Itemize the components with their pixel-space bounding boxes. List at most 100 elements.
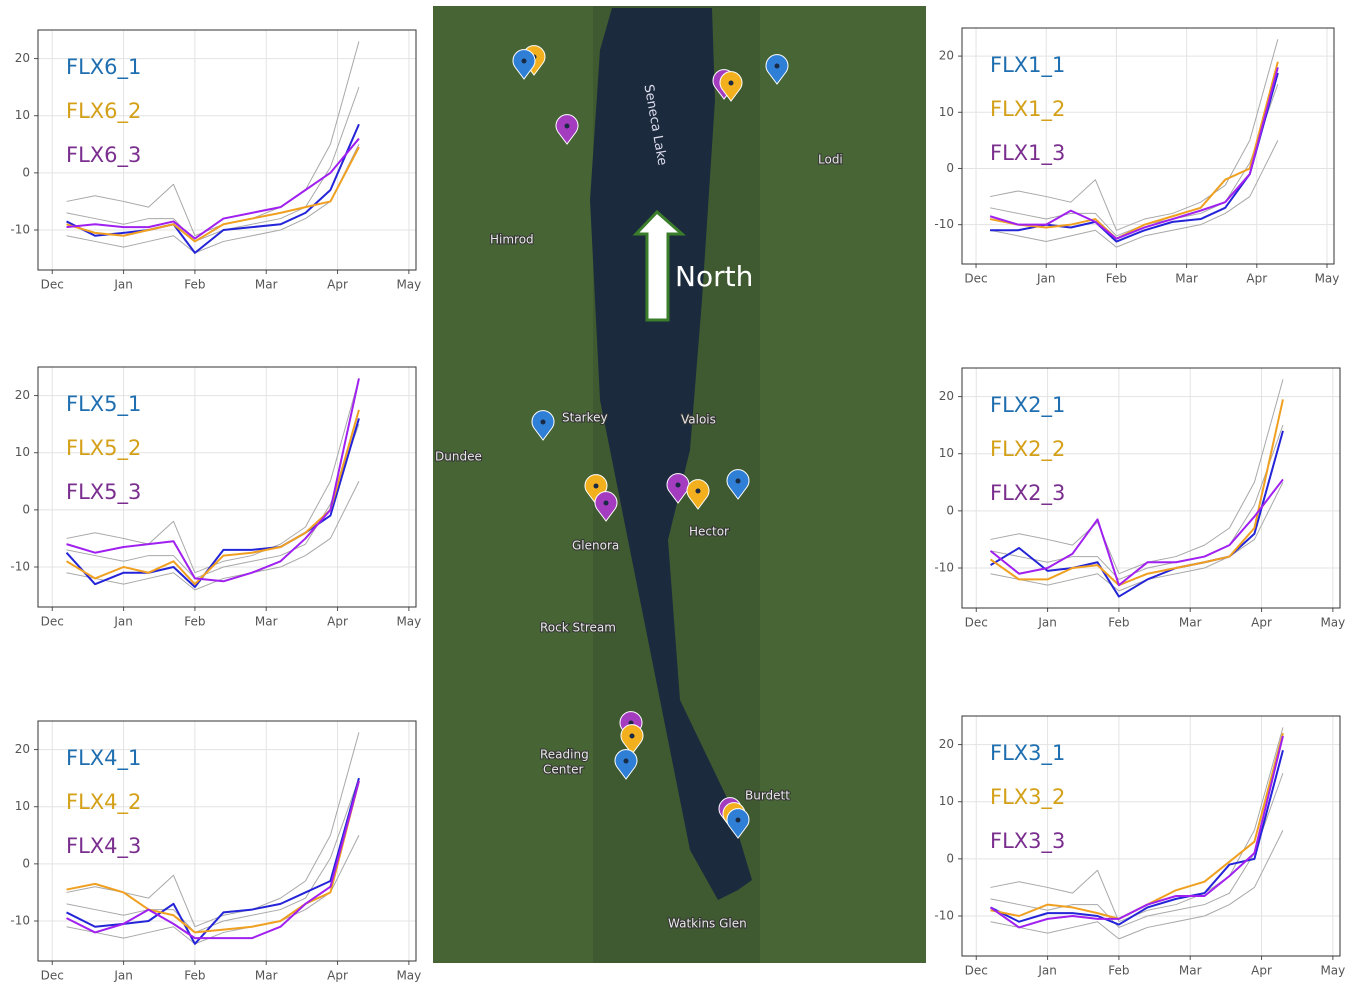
map-pin-dot — [736, 479, 741, 484]
x-tick-label: Apr — [1246, 272, 1267, 286]
map-pin-dot — [736, 818, 741, 823]
legend-entry: FLX5_3 — [66, 480, 141, 505]
x-tick-label: Dec — [41, 969, 64, 983]
x-tick-label: Mar — [255, 615, 278, 629]
map-pin-dot — [630, 734, 635, 739]
place-label: Center — [543, 763, 583, 777]
y-tick-label: -10 — [934, 909, 954, 923]
legend-entry: FLX6_2 — [66, 99, 141, 124]
legend-entry: FLX5_2 — [66, 436, 141, 461]
y-tick-label: 10 — [939, 794, 954, 808]
x-tick-label: Mar — [255, 969, 278, 983]
legend-entry: FLX3_1 — [990, 741, 1065, 766]
y-tick-label: 0 — [946, 851, 954, 865]
legend-entry: FLX6_1 — [66, 55, 141, 80]
place-label: Watkins Glen — [668, 917, 747, 931]
x-tick-label: Apr — [327, 615, 348, 629]
x-tick-label: Jan — [1037, 616, 1057, 630]
x-tick-label: Jan — [113, 615, 133, 629]
y-tick-label: -10 — [10, 914, 30, 928]
figure: North Seneca Lake Lodi Himrod Starkey Va… — [0, 0, 1349, 985]
x-tick-label: Jan — [113, 969, 133, 983]
place-label: Rock Stream — [540, 621, 616, 635]
legend-entry: FLX2_1 — [990, 393, 1065, 418]
place-label: Lodi — [818, 153, 843, 167]
x-tick-label: May — [396, 969, 421, 983]
x-tick-label: Feb — [1106, 272, 1127, 286]
legend-entry: FLX1_3 — [990, 141, 1065, 166]
map-land-patch — [433, 6, 593, 963]
place-label: Dundee — [435, 450, 482, 464]
map-pin-dot — [729, 81, 734, 86]
x-tick-label: Feb — [1108, 616, 1129, 630]
map-pin-dot — [604, 501, 609, 506]
y-tick-label: 20 — [15, 51, 30, 65]
y-tick-label: -10 — [934, 217, 954, 231]
x-tick-label: May — [396, 278, 421, 292]
x-tick-label: Mar — [1179, 964, 1202, 978]
x-tick-label: May — [1320, 616, 1345, 630]
x-tick-label: Apr — [1251, 964, 1272, 978]
legend-entry: FLX4_2 — [66, 790, 141, 815]
legend-entry: FLX1_1 — [990, 53, 1065, 78]
y-tick-label: 10 — [15, 799, 30, 813]
legend-entry: FLX2_2 — [990, 437, 1065, 462]
y-tick-label: 10 — [939, 105, 954, 119]
legend-entry: FLX6_3 — [66, 143, 141, 168]
x-tick-label: Feb — [184, 278, 205, 292]
legend-entry: FLX4_1 — [66, 746, 141, 771]
y-tick-label: 0 — [22, 165, 30, 179]
x-tick-label: Dec — [41, 615, 64, 629]
map-pin-dot — [594, 484, 599, 489]
y-tick-label: 20 — [939, 737, 954, 751]
x-tick-label: Feb — [184, 969, 205, 983]
x-tick-label: Mar — [1175, 272, 1198, 286]
place-label: Glenora — [572, 539, 619, 553]
x-tick-label: May — [1320, 964, 1345, 978]
legend-entry: FLX4_3 — [66, 834, 141, 859]
map-pin-dot — [676, 483, 681, 488]
x-tick-label: Dec — [41, 278, 64, 292]
x-tick-label: Apr — [1251, 616, 1272, 630]
y-tick-label: -10 — [10, 560, 30, 574]
place-label: Himrod — [490, 233, 534, 247]
y-tick-label: 20 — [15, 388, 30, 402]
y-tick-label: 10 — [939, 446, 954, 460]
x-tick-label: Mar — [255, 278, 278, 292]
map-pin-dot — [565, 124, 570, 129]
x-tick-label: Dec — [965, 964, 988, 978]
map-land-patch — [760, 6, 926, 963]
x-tick-label: Feb — [1108, 964, 1129, 978]
place-label: Valois — [681, 413, 716, 427]
legend-entry: FLX5_1 — [66, 392, 141, 417]
map-pin-dot — [624, 759, 629, 764]
y-tick-label: 10 — [15, 108, 30, 122]
y-tick-label: 0 — [946, 161, 954, 175]
x-tick-label: May — [1315, 272, 1340, 286]
map: North Seneca Lake Lodi Himrod Starkey Va… — [433, 6, 926, 963]
x-tick-label: Dec — [964, 272, 987, 286]
map-pin-dot — [541, 420, 546, 425]
x-tick-label: Apr — [327, 278, 348, 292]
y-tick-label: 0 — [22, 502, 30, 516]
x-tick-label: Jan — [1036, 272, 1056, 286]
legend-entry: FLX3_3 — [990, 829, 1065, 854]
y-tick-label: 0 — [22, 856, 30, 870]
place-label: Burdett — [745, 789, 790, 803]
map-pin-dot — [696, 489, 701, 494]
y-tick-label: -10 — [934, 561, 954, 575]
legend-entry: FLX2_3 — [990, 481, 1065, 506]
x-tick-label: Mar — [1179, 616, 1202, 630]
north-label: North — [675, 260, 753, 293]
x-tick-label: Feb — [184, 615, 205, 629]
x-tick-label: Dec — [965, 616, 988, 630]
y-tick-label: 0 — [946, 503, 954, 517]
x-tick-label: Apr — [327, 969, 348, 983]
map-pin-dot — [775, 64, 780, 69]
legend-entry: FLX1_2 — [990, 97, 1065, 122]
